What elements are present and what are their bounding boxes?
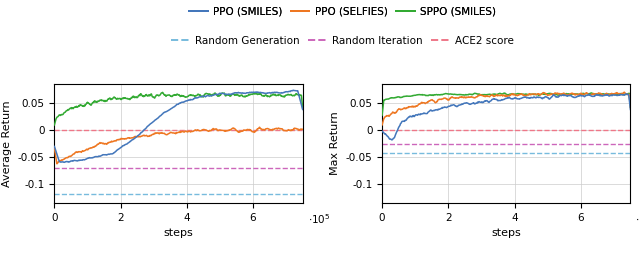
Y-axis label: Average Return: Average Return bbox=[3, 100, 12, 187]
X-axis label: steps: steps bbox=[164, 229, 193, 239]
X-axis label: steps: steps bbox=[492, 229, 521, 239]
Legend: PPO (SMILES), PPO (SELFIES), SPPO (SMILES): PPO (SMILES), PPO (SELFIES), SPPO (SMILE… bbox=[185, 3, 500, 21]
Legend: Random Generation, Random Iteration, ACE2 score: Random Generation, Random Iteration, ACE… bbox=[167, 32, 518, 50]
Text: $\cdot10^5$: $\cdot10^5$ bbox=[636, 212, 640, 226]
Y-axis label: Max Return: Max Return bbox=[330, 112, 340, 175]
Text: $\cdot10^5$: $\cdot10^5$ bbox=[308, 212, 330, 226]
